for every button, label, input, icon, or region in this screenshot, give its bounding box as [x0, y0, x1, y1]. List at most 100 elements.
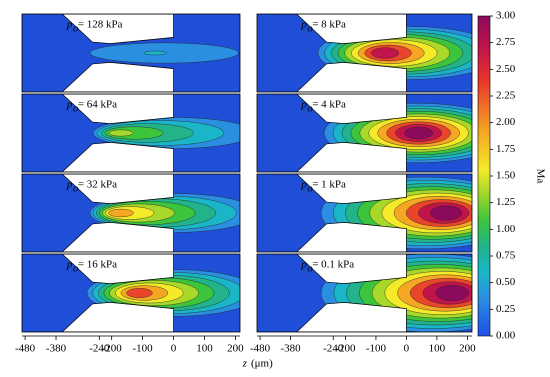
- panel-frame: [256, 13, 473, 93]
- wall: [37, 222, 174, 252]
- x-tick-label: -100: [366, 343, 387, 355]
- panel-label: = 64 kPa: [78, 98, 117, 110]
- panel-frame: [21, 173, 241, 253]
- panel-frame: [256, 253, 473, 333]
- colorbar-tick-label: 0.75: [496, 250, 516, 262]
- panel-symbol: p: [300, 178, 307, 190]
- panel-symbol: p: [66, 178, 73, 190]
- contour-field: [257, 94, 472, 172]
- panel-symbol: p: [66, 18, 73, 30]
- panel-label: = 32 kPa: [78, 178, 117, 190]
- panel-label: = 0.1 kPa: [312, 258, 354, 270]
- contour-field: [22, 14, 240, 92]
- colorbar-tick-label: 1.50: [496, 170, 516, 182]
- contour-level: [108, 129, 134, 137]
- panel-frame: [21, 93, 241, 173]
- wall: [37, 174, 174, 204]
- panel: p o = 1 kPa: [256, 173, 473, 253]
- wall: [272, 14, 407, 44]
- contour-level: [435, 285, 469, 302]
- colorbar-tick-label: 1.25: [496, 196, 516, 208]
- panel-frame: [256, 173, 473, 253]
- panel: p o = 128 kPa: [21, 13, 241, 93]
- x-axis-symbol: z: [242, 358, 248, 370]
- contour-level: [126, 288, 153, 298]
- contour-field: [22, 174, 240, 252]
- panel-label: = 128 kPa: [78, 18, 123, 30]
- panel-symbol: p: [66, 98, 73, 110]
- panel-frame: [21, 13, 241, 93]
- contour-level: [143, 50, 167, 56]
- colorbar-tick-label: 0.25: [496, 303, 516, 315]
- wall: [272, 94, 407, 124]
- contour-field: [257, 254, 472, 332]
- x-tick-label: -480: [250, 343, 271, 355]
- wall: [272, 254, 407, 284]
- x-tick-label: 0: [404, 343, 410, 355]
- wall: [272, 302, 407, 332]
- x-tick-label: -200: [335, 343, 356, 355]
- wall: [272, 222, 407, 252]
- panel-subscript: o: [73, 262, 79, 274]
- wall: [272, 62, 407, 92]
- panel-subscript: o: [73, 182, 79, 194]
- panel: p o = 8 kPa: [256, 13, 473, 93]
- x-tick-label: 200: [459, 343, 476, 355]
- wall: [272, 174, 407, 204]
- panel: p o = 0.1 kPa: [256, 253, 473, 333]
- colorbar-tick-label: 2.00: [496, 116, 516, 128]
- x-axis-unit: (μm): [251, 358, 273, 370]
- wall: [37, 94, 174, 124]
- colorbar-tick-label: 1.75: [496, 143, 516, 155]
- panel-subscript: o: [307, 102, 313, 114]
- panel: p o = 64 kPa: [21, 93, 241, 173]
- panel-label: = 4 kPa: [312, 98, 346, 110]
- x-tick-label: -100: [133, 343, 154, 355]
- colorbar-tick-label: 0.50: [496, 276, 516, 288]
- colorbar-tick-label: 0.00: [496, 330, 516, 342]
- contour-field: [257, 14, 472, 92]
- panel-subscript: o: [73, 102, 79, 114]
- contour-field: [257, 174, 472, 252]
- wall: [37, 142, 174, 172]
- x-tick-label: -240: [89, 343, 110, 355]
- contour-level: [108, 208, 134, 218]
- colorbar-tick-label: 2.50: [496, 63, 516, 75]
- panel-symbol: p: [300, 18, 307, 30]
- colorbar-tick-label: 2.75: [496, 36, 516, 48]
- x-tick-label: -480: [15, 343, 36, 355]
- panel-symbol: p: [66, 258, 73, 270]
- panel: p o = 16 kPa: [21, 253, 241, 333]
- wall: [37, 62, 174, 92]
- x-tick-label: -380: [46, 343, 67, 355]
- x-tick-label: -240: [323, 343, 344, 355]
- wall: [37, 302, 174, 332]
- contour-level: [371, 47, 400, 59]
- x-tick-label: 200: [227, 343, 244, 355]
- panel: p o = 32 kPa: [21, 173, 241, 253]
- panel-subscript: o: [307, 22, 313, 34]
- panel-symbol: p: [300, 98, 307, 110]
- contour-field: [22, 94, 240, 172]
- contour-level: [404, 126, 434, 140]
- panel-subscript: o: [307, 262, 313, 274]
- colorbar-tick-label: 1.00: [496, 223, 516, 235]
- panel-frame: [21, 253, 241, 333]
- contour-level: [430, 205, 462, 221]
- colorbar-tick-label: 3.00: [496, 10, 516, 22]
- colorbar-label: Ma: [534, 169, 546, 184]
- panel-label: = 16 kPa: [78, 258, 117, 270]
- panel-subscript: o: [307, 182, 313, 194]
- panel: p o = 4 kPa: [256, 93, 473, 173]
- panel-symbol: p: [300, 258, 307, 270]
- panel-subscript: o: [73, 22, 79, 34]
- panel-label: = 8 kPa: [312, 18, 346, 30]
- colorbar: [477, 15, 491, 337]
- x-tick-label: 0: [171, 343, 177, 355]
- wall: [272, 142, 407, 172]
- wall: [37, 14, 174, 44]
- wall: [37, 254, 174, 284]
- panel-frame: [256, 93, 473, 173]
